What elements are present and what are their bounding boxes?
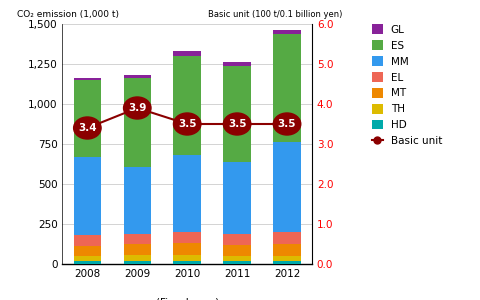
- Ellipse shape: [123, 97, 151, 119]
- Bar: [223, 66, 251, 162]
- Bar: [73, 246, 101, 256]
- Ellipse shape: [273, 113, 301, 135]
- Bar: [273, 261, 301, 264]
- Ellipse shape: [173, 113, 201, 135]
- Bar: [173, 56, 201, 155]
- Bar: [123, 255, 151, 261]
- Bar: [273, 244, 301, 256]
- Bar: [273, 256, 301, 261]
- Bar: [173, 261, 201, 264]
- Text: Basic unit (100 t/0.1 billion yen): Basic unit (100 t/0.1 billion yen): [207, 10, 342, 19]
- Bar: [73, 80, 101, 157]
- Bar: [123, 234, 151, 244]
- Bar: [123, 167, 151, 234]
- Bar: [173, 243, 201, 255]
- Text: 3.5: 3.5: [178, 119, 196, 129]
- Bar: [73, 261, 101, 264]
- Bar: [173, 232, 201, 243]
- Bar: [173, 51, 201, 56]
- Text: CO₂ emission (1,000 t): CO₂ emission (1,000 t): [17, 10, 120, 19]
- Text: 3.5: 3.5: [278, 119, 296, 129]
- Bar: [123, 75, 151, 78]
- Bar: [173, 255, 201, 261]
- Bar: [73, 256, 101, 261]
- Bar: [273, 142, 301, 232]
- Bar: [223, 234, 251, 245]
- Legend: GL, ES, MM, EL, MT, TH, HD, Basic unit: GL, ES, MM, EL, MT, TH, HD, Basic unit: [372, 24, 442, 146]
- Text: 3.4: 3.4: [78, 123, 96, 133]
- Bar: [223, 256, 251, 261]
- Bar: [223, 162, 251, 234]
- Text: 3.9: 3.9: [128, 103, 146, 113]
- Bar: [223, 245, 251, 256]
- Bar: [273, 34, 301, 142]
- Bar: [123, 244, 151, 255]
- Bar: [73, 157, 101, 235]
- Bar: [123, 78, 151, 167]
- Bar: [173, 155, 201, 232]
- Bar: [223, 261, 251, 264]
- Text: 3.5: 3.5: [228, 119, 246, 129]
- Bar: [123, 261, 151, 264]
- Bar: [73, 78, 101, 80]
- Text: (Fiscal year): (Fiscal year): [156, 298, 219, 300]
- Bar: [223, 61, 251, 66]
- Bar: [273, 232, 301, 244]
- Bar: [73, 235, 101, 246]
- Ellipse shape: [223, 113, 251, 135]
- Ellipse shape: [73, 117, 101, 139]
- Bar: [273, 30, 301, 34]
